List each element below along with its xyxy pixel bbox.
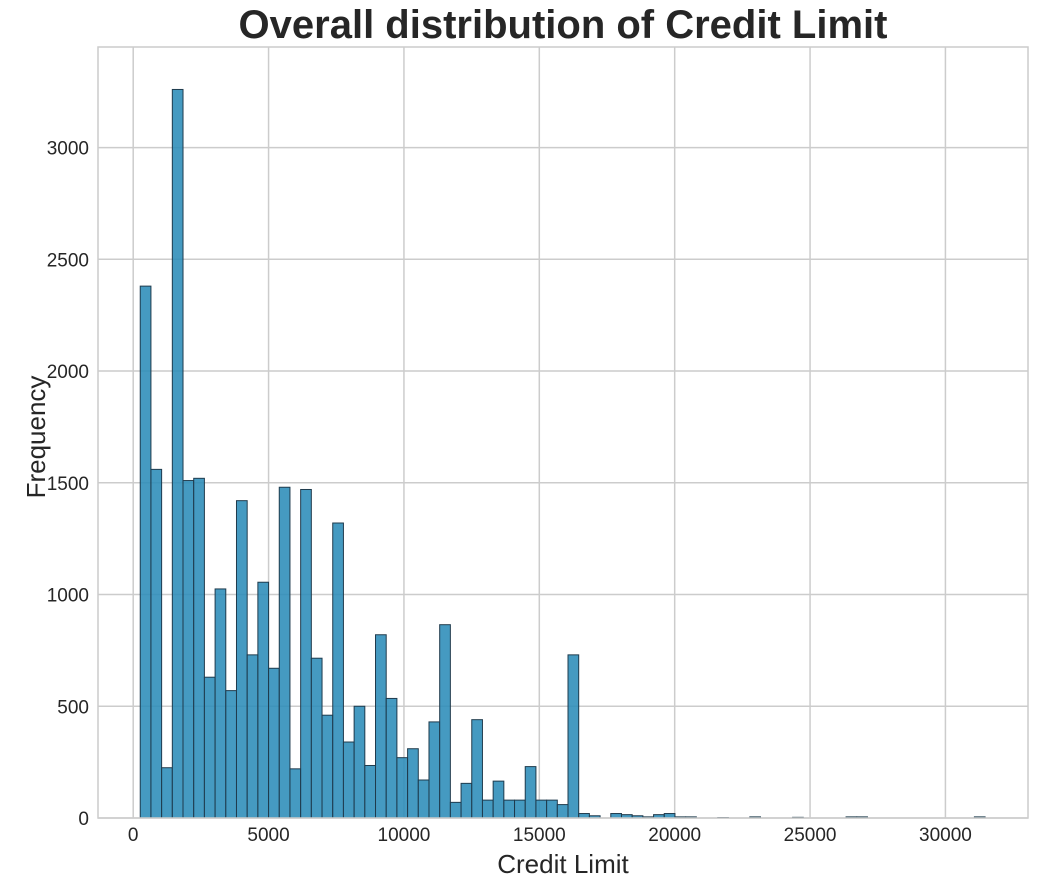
histogram-bar <box>311 658 322 818</box>
histogram-bar <box>515 800 526 818</box>
y-tick-label: 0 <box>78 809 89 830</box>
histogram-bar <box>461 783 472 818</box>
histogram-bar <box>183 481 194 818</box>
x-tick-label: 30000 <box>919 825 972 846</box>
histogram-bar <box>322 715 333 818</box>
histogram-bar <box>151 469 162 818</box>
histogram-bar <box>172 89 183 818</box>
histogram-bar <box>386 698 397 818</box>
y-tick-label: 1500 <box>47 474 89 495</box>
histogram-bar <box>204 677 215 818</box>
histogram-bar <box>450 802 461 818</box>
x-tick-label: 15000 <box>513 825 566 846</box>
histogram-bar <box>247 655 258 818</box>
histogram-bar <box>397 758 408 818</box>
histogram-bar <box>162 768 173 818</box>
y-tick-label: 3000 <box>47 139 89 160</box>
histogram-bar <box>493 781 504 818</box>
y-axis-label: Frequency <box>21 376 51 499</box>
histogram-bar <box>376 635 387 818</box>
histogram-bar <box>343 742 354 818</box>
x-tick-label: 10000 <box>378 825 431 846</box>
x-tick-label: 25000 <box>784 825 837 846</box>
y-tick-label: 2500 <box>47 250 89 271</box>
histogram-bar <box>408 749 419 818</box>
bars-layer <box>140 89 985 818</box>
histogram-bar <box>504 800 515 818</box>
histogram-bar <box>290 769 301 818</box>
histogram-bar <box>429 722 440 818</box>
histogram-bar <box>279 487 290 818</box>
histogram-bar <box>333 523 344 818</box>
y-tick-labels: 0 500 1000 1500 2000 2500 3000 <box>47 139 89 830</box>
histogram-bar <box>472 720 483 818</box>
histogram-bar <box>140 286 151 818</box>
histogram-bar <box>226 691 237 818</box>
x-tick-label: 5000 <box>247 825 289 846</box>
histogram-bar <box>215 589 226 818</box>
histogram-bar <box>269 668 280 818</box>
x-tick-label: 0 <box>128 825 139 846</box>
x-tick-labels: 0 5000 10000 15000 20000 25000 30000 <box>128 825 972 846</box>
histogram-bar <box>536 800 547 818</box>
chart-title: Overall distribution of Credit Limit <box>239 3 888 47</box>
x-axis-label: Credit Limit <box>497 849 629 879</box>
y-tick-label: 2000 <box>47 362 89 383</box>
histogram-bar <box>301 489 312 818</box>
y-tick-label: 500 <box>57 697 89 718</box>
histogram-bar <box>547 800 558 818</box>
histogram-bar <box>194 478 205 818</box>
histogram-bar <box>365 765 376 818</box>
histogram-bar <box>440 625 451 818</box>
y-tick-label: 1000 <box>47 586 89 607</box>
histogram-bar <box>525 767 536 818</box>
histogram-bar <box>418 780 429 818</box>
histogram-bar <box>568 655 579 818</box>
histogram-bar <box>557 805 568 818</box>
histogram-bar <box>482 800 493 818</box>
histogram-bar <box>236 501 247 818</box>
histogram-bar <box>354 706 365 818</box>
x-tick-label: 20000 <box>648 825 701 846</box>
histogram-bar <box>258 582 269 818</box>
